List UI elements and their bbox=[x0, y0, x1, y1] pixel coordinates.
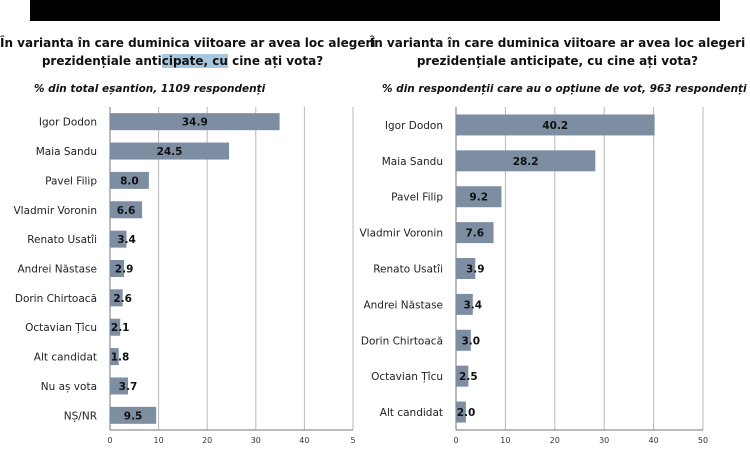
category-label: Renato Usatîi bbox=[27, 234, 97, 246]
value-label: 8.0 bbox=[120, 175, 139, 187]
category-label: Vladmir Voronin bbox=[13, 205, 97, 217]
category-label: Renato Usatîi bbox=[373, 264, 443, 276]
value-label: 2.0 bbox=[457, 407, 476, 419]
bar bbox=[110, 230, 127, 248]
x-tick-label: 20 bbox=[550, 436, 560, 445]
bar bbox=[456, 258, 476, 279]
chart-panel-right: În varianta în care duminica viitoare ar… bbox=[359, 21, 750, 455]
chart-subtitle: % din respondenții care au o opțiune de … bbox=[382, 83, 747, 95]
chart-title-text: În varianta în care duminica viitoare ar… bbox=[369, 36, 746, 68]
chart-title: În varianta în care duminica viitoare ar… bbox=[365, 34, 750, 70]
value-label: 2.9 bbox=[115, 264, 134, 276]
chart-title-highlight: cipate, cu bbox=[161, 54, 228, 68]
value-label: 9.2 bbox=[469, 192, 488, 204]
bar bbox=[110, 260, 125, 277]
category-label: Octavian Țîcu bbox=[25, 322, 97, 334]
value-label: 3.4 bbox=[117, 234, 136, 246]
value-label: 3.0 bbox=[462, 335, 481, 347]
value-label: 34.9 bbox=[182, 117, 208, 129]
value-label: 24.5 bbox=[157, 146, 183, 158]
x-tick-label: 30 bbox=[251, 436, 261, 445]
category-label: Nu aș vota bbox=[41, 381, 97, 393]
value-label: 40.2 bbox=[542, 120, 568, 132]
bar bbox=[110, 377, 128, 395]
value-label: 3.9 bbox=[466, 264, 485, 276]
bar bbox=[456, 150, 596, 172]
x-tick-label: 5 bbox=[350, 436, 355, 445]
value-label: 7.6 bbox=[465, 228, 484, 240]
category-label: Igor Dodon bbox=[39, 117, 97, 129]
value-label: 3.7 bbox=[119, 381, 138, 393]
category-label: Maia Sandu bbox=[382, 156, 443, 168]
category-label: Dorin Chirtoacă bbox=[15, 293, 97, 305]
category-label: Andrei Năstase bbox=[363, 299, 443, 311]
bar bbox=[456, 401, 466, 423]
value-label: 28.2 bbox=[513, 156, 539, 168]
bar bbox=[456, 293, 473, 315]
bar bbox=[110, 201, 143, 219]
bar-chart-left: 0 10 20 30 40 5 Igor Dodon 34.9 Maia Sandu 24.5 Pa… bbox=[13, 107, 356, 445]
value-label: 6.6 bbox=[117, 205, 136, 217]
category-label: Andrei Năstase bbox=[17, 264, 97, 276]
bar bbox=[456, 114, 655, 136]
value-label: 1.8 bbox=[111, 352, 130, 364]
bar bbox=[456, 222, 494, 244]
category-label: Igor Dodon bbox=[385, 120, 443, 132]
x-tick-label: 20 bbox=[202, 436, 212, 445]
category-label: Alt candidat bbox=[34, 352, 97, 364]
bar-chart-right: 0 10 20 30 40 50 Igor Dodon 40.2 Maia Sandu 28.2 P… bbox=[359, 107, 708, 445]
x-tick-label: 30 bbox=[599, 436, 609, 445]
bar bbox=[456, 186, 502, 208]
category-label: Dorin Chirtoacă bbox=[361, 335, 443, 347]
bar bbox=[110, 348, 119, 366]
bar bbox=[456, 365, 469, 387]
category-label: Vladmir Voronin bbox=[359, 228, 443, 240]
x-tick-label: 50 bbox=[698, 436, 708, 445]
value-label: 2.6 bbox=[113, 293, 132, 305]
category-label: Octavian Țîcu bbox=[371, 371, 443, 383]
category-label: Pavel Filip bbox=[391, 192, 443, 204]
chart-title: În varianta în care duminica viitoare ar… bbox=[0, 34, 376, 70]
bar bbox=[110, 318, 121, 336]
chart-title-text-end: cine ați vota? bbox=[227, 54, 324, 68]
x-tick-label: 0 bbox=[107, 436, 112, 445]
x-tick-label: 0 bbox=[453, 436, 458, 445]
chart-title-text: În varianta în care duminica viitoare ar… bbox=[0, 36, 376, 68]
bar bbox=[110, 406, 157, 424]
x-tick-label: 10 bbox=[154, 436, 164, 445]
chart-panel-left: În varianta în care duminica viitoare ar… bbox=[0, 21, 376, 455]
bar bbox=[110, 171, 149, 189]
x-tick-label: 40 bbox=[649, 436, 659, 445]
category-label: Pavel Filip bbox=[45, 175, 97, 187]
bar bbox=[456, 329, 471, 351]
bar bbox=[110, 142, 230, 160]
value-label: 3.4 bbox=[463, 299, 482, 311]
bar bbox=[110, 289, 123, 307]
value-label: 9.5 bbox=[124, 410, 143, 422]
category-label: Alt candidat bbox=[380, 407, 443, 419]
category-label: Maia Sandu bbox=[36, 146, 97, 158]
x-tick-label: 40 bbox=[299, 436, 309, 445]
value-label: 2.5 bbox=[459, 371, 478, 383]
bar bbox=[110, 113, 280, 131]
top-black-bar bbox=[30, 0, 720, 21]
x-tick-label: 10 bbox=[500, 436, 510, 445]
chart-subtitle: % din total eșantion, 1109 respondenți bbox=[34, 83, 266, 95]
category-label: NȘ/NR bbox=[64, 410, 97, 422]
value-label: 2.1 bbox=[111, 322, 130, 334]
